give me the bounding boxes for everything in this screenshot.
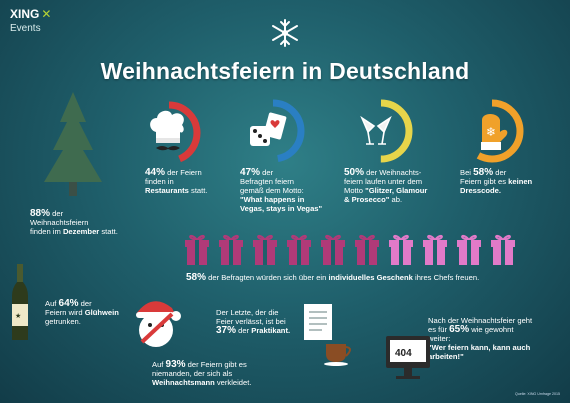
christmas-tree-icon xyxy=(44,92,102,196)
gift-icon xyxy=(457,234,481,265)
fact-dresscode: Bei 58% der Feiern gibt es keinen Dressc… xyxy=(460,167,533,196)
fact-glitzer: 50% der Weihnachts- feiern laufen unter … xyxy=(344,167,428,205)
fact-gift: 58% der Befragten würden sich über ein i… xyxy=(186,272,480,283)
logo-subtitle: Events xyxy=(10,23,41,34)
ring-restaurants xyxy=(137,101,201,165)
ring-glitzer xyxy=(349,99,413,163)
wine-bottle-icon: ★ xyxy=(12,264,28,340)
gift-icon xyxy=(355,234,379,265)
fact-motto: Nach der Weihnachtsfeier geht es für 65%… xyxy=(428,316,533,361)
page-title: Weihnachtsfeiern in Deutschland xyxy=(100,58,470,84)
fact-restaurants: 44% der Feiern finden in Restaurants sta… xyxy=(145,167,208,196)
dice-cards-icon xyxy=(250,112,287,146)
gift-icon xyxy=(253,234,277,265)
fact-december: 88% der Weihnachtsfeiern finden im Dezem… xyxy=(30,208,118,237)
fact-vegas: 47% der Befragten feiern gemäß dem Motto… xyxy=(240,167,323,214)
gift-icon xyxy=(321,234,345,265)
monitor-404-icon: 404 xyxy=(386,336,430,379)
xing-logo[interactable]: XING ✕ xyxy=(10,7,52,21)
gift-icon xyxy=(219,234,243,265)
source-note: Quelle: XING Umfrage 2015 xyxy=(515,392,560,396)
gift-icon xyxy=(423,234,447,265)
no-santa-icon xyxy=(136,301,181,347)
gift-icon xyxy=(287,234,311,265)
ring-vegas xyxy=(241,99,305,163)
ring-dresscode xyxy=(460,99,524,163)
champagne-glasses-icon xyxy=(360,115,392,145)
gift-icon xyxy=(389,234,413,265)
coffee-cup-icon xyxy=(324,344,351,366)
x-mark-icon: ✕ xyxy=(41,7,52,21)
document-icon xyxy=(304,304,332,340)
svg-text:★: ★ xyxy=(15,312,21,320)
gift-icon xyxy=(185,234,209,265)
gift-icon xyxy=(491,234,515,265)
fact-gluehwein: Auf 64% der Feiern wird Glühwein getrunk… xyxy=(45,298,119,327)
mitten-icon: ❄ xyxy=(481,114,508,150)
fact-praktikant: Der Letzte, der die Feier verlässt, ist … xyxy=(216,308,291,336)
chef-hat-icon xyxy=(150,110,184,151)
svg-text:❄: ❄ xyxy=(486,125,496,139)
snowflake-icon xyxy=(272,19,298,47)
screen-text: 404 xyxy=(395,348,412,359)
fact-santa: Auf 93% der Feiern gibt es niemanden, de… xyxy=(152,359,252,388)
gift-row xyxy=(183,232,515,266)
